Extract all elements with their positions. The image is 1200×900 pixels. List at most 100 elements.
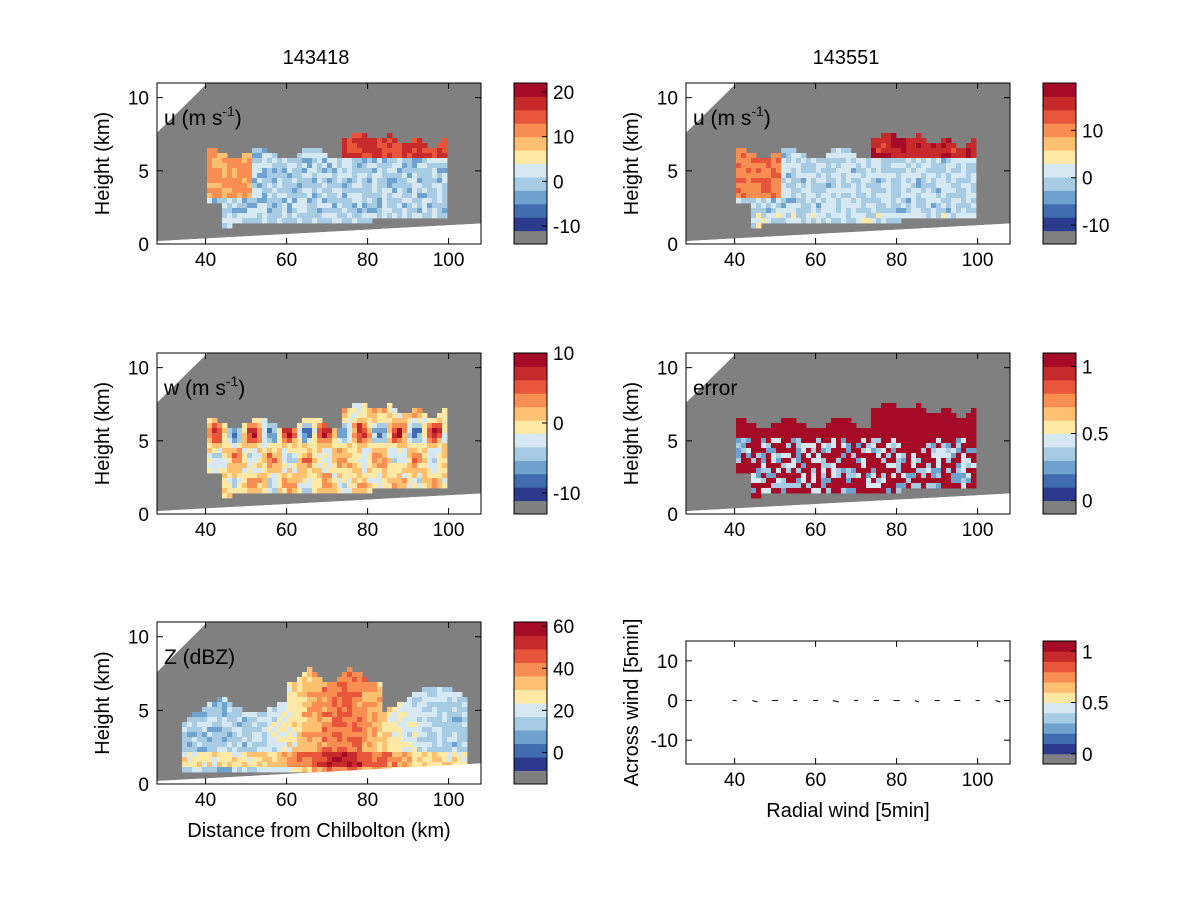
colorbar-swatch <box>514 460 547 475</box>
x-tick-label: 80 <box>357 520 378 541</box>
wind-arrow <box>752 700 758 703</box>
axes-frame <box>685 640 1011 765</box>
field-cells <box>207 403 448 499</box>
wind-arrow <box>995 700 1001 703</box>
field-cells <box>736 403 977 499</box>
colorbar-swatch <box>1043 433 1076 448</box>
y-tick-label: 10 <box>128 359 149 380</box>
colorbar-tick-label: 10 <box>1082 121 1103 142</box>
colorbar-swatch <box>514 366 547 381</box>
panel-label-tail: ) <box>238 377 245 400</box>
colorbar-swatch <box>1043 743 1076 755</box>
colorbar-frame <box>1042 82 1077 245</box>
panel-label-tail: ) <box>764 107 771 130</box>
colorbar-swatch <box>514 757 547 771</box>
colorbar-swatch <box>514 433 547 448</box>
axes-frame <box>156 621 482 785</box>
colorbar-swatch <box>514 83 547 97</box>
y-tick-label: 10 <box>128 89 149 110</box>
below-beam-wedge <box>686 223 1010 244</box>
y-tick-label: 5 <box>138 701 149 722</box>
colorbar-tick-label: 0.5 <box>1082 694 1108 715</box>
panel-label: u (m s-1) <box>693 103 771 130</box>
colorbar-swatch <box>1043 460 1076 475</box>
colorbar-w: 10 0 -10 <box>513 344 580 515</box>
x-tick-label: 80 <box>357 250 378 271</box>
colorbar-swatch <box>514 662 547 677</box>
colorbar-swatch <box>1043 723 1076 734</box>
colorbar-frame <box>513 621 548 785</box>
colorbar-swatch <box>1043 230 1076 245</box>
x-tick-label: 80 <box>886 520 907 541</box>
axes-frame <box>156 352 482 515</box>
colorbar-swatch <box>514 393 547 408</box>
panel-label-tail: ) <box>235 107 242 130</box>
colorbar-swatch <box>1043 190 1076 205</box>
colorbar-tick-label: 40 <box>553 659 574 680</box>
colorbar-tick-label: -10 <box>553 484 580 505</box>
x-tick-label: 100 <box>433 790 465 811</box>
colorbar-swatch <box>1043 446 1076 461</box>
panel-label-main: u (m s <box>164 107 222 130</box>
colorbar-u-143551: 10 0 -10 <box>1042 82 1109 245</box>
colorbar-swatch <box>514 230 547 245</box>
colorbar-swatch <box>514 123 547 138</box>
colorbar-tick-label: 10 <box>553 344 574 365</box>
y-axis-label: Height (km) <box>92 651 114 754</box>
colorbar-swatch <box>514 500 547 515</box>
colorbar-swatch <box>514 176 547 191</box>
x-tick-label: 100 <box>962 520 994 541</box>
colorbar-tick-label: 10 <box>553 128 574 149</box>
panel-Z: 40 60 80 100 0 5 10 Height (km) Distance from Ch… <box>92 617 574 842</box>
colorbar-swatch <box>514 150 547 164</box>
x-tick-label: 100 <box>962 770 994 791</box>
below-beam-wedge <box>157 223 481 244</box>
title-left: 143418 <box>283 47 350 69</box>
colorbar-tick-label: 0 <box>1082 169 1093 190</box>
colorbar-swatch <box>1043 651 1076 662</box>
y-tick-label: 5 <box>667 432 678 453</box>
colorbar-swatch <box>514 379 547 394</box>
colorbar-swatch <box>1043 96 1076 111</box>
x-tick-label: 60 <box>276 520 297 541</box>
y-tick-label: 0 <box>138 235 149 256</box>
colorbar-tick-label: 60 <box>553 617 574 638</box>
colorbar-tick-label: 20 <box>553 83 574 104</box>
colorbar-swatch <box>1043 692 1076 703</box>
x-tick-label: 80 <box>886 250 907 271</box>
below-beam-wedge <box>686 493 1010 514</box>
colorbar-swatch <box>1043 163 1076 178</box>
x-tick-label: 60 <box>805 770 826 791</box>
panel-label-sup: -1 <box>751 103 764 119</box>
colorbar-swatch <box>514 770 547 785</box>
colorbar-swatch <box>514 743 547 758</box>
y-axis-label: Height (km) <box>92 112 114 215</box>
field-cells <box>182 667 468 773</box>
y-tick-label: 10 <box>657 359 678 380</box>
panel-label-main: w (m s <box>163 377 226 400</box>
y-tick-label: 0 <box>667 235 678 256</box>
colorbar-swatch <box>1043 406 1076 421</box>
x-tick-label: 40 <box>724 520 745 541</box>
colorbar-swatch <box>1043 661 1076 673</box>
colorbar-tick-label: -10 <box>1082 216 1109 237</box>
colorbar-swatch <box>514 473 547 488</box>
colorbar-swatch <box>514 716 547 731</box>
y-tick-label: 10 <box>657 89 678 110</box>
below-beam-wedge <box>157 763 481 784</box>
y-axis-label: Height (km) <box>621 382 643 485</box>
panel-label: u (m s-1) <box>164 103 242 130</box>
colorbar-swatch <box>1043 353 1076 367</box>
colorbar-swatch <box>514 420 547 434</box>
axes-frame <box>685 352 1011 515</box>
colorbar-swatch <box>1043 712 1076 724</box>
x-tick-label: 100 <box>433 520 465 541</box>
x-axis-label: Distance from Chilbolton (km) <box>187 820 450 842</box>
y-tick-label: 5 <box>138 162 149 183</box>
colorbar-tick-label: 0 <box>553 172 564 193</box>
